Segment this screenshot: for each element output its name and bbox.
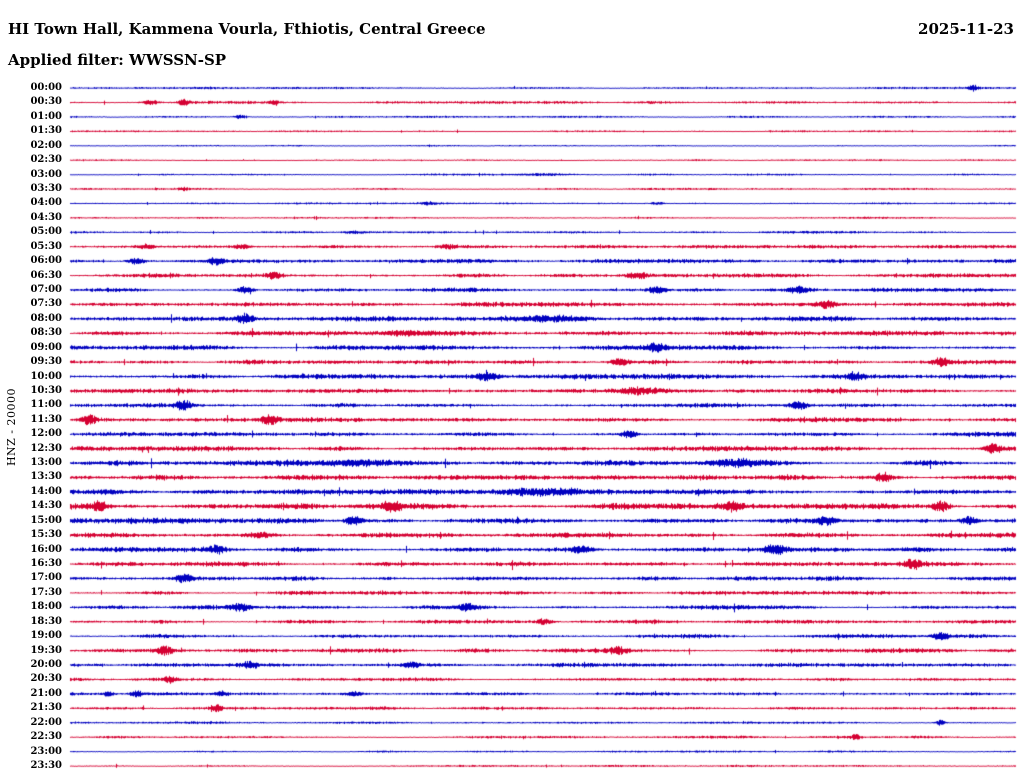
time-label: 23:00 bbox=[30, 745, 62, 757]
time-label: 09:30 bbox=[30, 356, 62, 368]
time-label: 19:00 bbox=[30, 630, 62, 642]
time-label: 15:00 bbox=[30, 514, 62, 526]
time-label: 10:00 bbox=[30, 370, 62, 382]
time-label: 23:30 bbox=[30, 759, 62, 771]
time-label: 18:00 bbox=[30, 601, 62, 613]
time-label: 04:30 bbox=[30, 211, 62, 223]
time-label: 20:00 bbox=[30, 659, 62, 670]
time-label: 05:30 bbox=[30, 240, 62, 252]
time-label: 05:00 bbox=[30, 226, 62, 238]
time-label: 02:00 bbox=[30, 139, 62, 151]
filter-label: Applied filter: WWSSN-SP bbox=[8, 51, 227, 69]
station-title: HI Town Hall, Kammena Vourla, Fthiotis, … bbox=[8, 20, 486, 38]
time-label: 00:30 bbox=[30, 96, 62, 108]
time-label: 14:00 bbox=[30, 485, 62, 497]
time-labels: 00:00 00:30 01:00 01:30 02:00 02:30 03:00 03:30… bbox=[0, 0, 62, 780]
time-label: 06:00 bbox=[30, 255, 62, 267]
time-label: 03:00 bbox=[30, 168, 62, 180]
time-label: 12:30 bbox=[30, 442, 62, 454]
time-label: 19:30 bbox=[30, 644, 62, 656]
time-label: 01:00 bbox=[30, 110, 62, 122]
time-label: 02:30 bbox=[30, 154, 62, 166]
time-label: 17:30 bbox=[30, 586, 62, 598]
time-label: 18:30 bbox=[30, 615, 62, 627]
time-label: 07:30 bbox=[30, 298, 62, 310]
time-label: 16:30 bbox=[30, 558, 62, 570]
time-label: 06:30 bbox=[30, 269, 62, 281]
time-label: 12:00 bbox=[30, 428, 62, 440]
time-label: 17:00 bbox=[30, 572, 62, 584]
time-label: 15:30 bbox=[30, 529, 62, 541]
time-label: 13:30 bbox=[30, 471, 62, 483]
time-label: 08:00 bbox=[30, 312, 62, 324]
time-label: 01:30 bbox=[30, 125, 62, 137]
time-label: 16:00 bbox=[30, 543, 62, 555]
time-label: 08:30 bbox=[30, 327, 62, 339]
time-label: 21:00 bbox=[30, 687, 62, 699]
time-label: 22:30 bbox=[30, 731, 62, 743]
time-label: 20:30 bbox=[30, 673, 62, 685]
time-label: 11:00 bbox=[30, 399, 62, 411]
time-label: 21:30 bbox=[30, 702, 62, 714]
time-label: 10:30 bbox=[30, 384, 62, 396]
time-label: 14:30 bbox=[30, 500, 62, 512]
time-label: 04:00 bbox=[30, 197, 62, 209]
time-label: 00:00 bbox=[30, 82, 62, 93]
time-label: 07:00 bbox=[30, 283, 62, 295]
time-label: 22:00 bbox=[30, 716, 62, 728]
time-label: 03:30 bbox=[30, 182, 62, 194]
time-label: 11:30 bbox=[30, 413, 62, 425]
date-label: 2025-11-23 bbox=[918, 20, 1014, 38]
time-label: 13:00 bbox=[30, 457, 62, 469]
time-label: 09:00 bbox=[30, 341, 62, 353]
